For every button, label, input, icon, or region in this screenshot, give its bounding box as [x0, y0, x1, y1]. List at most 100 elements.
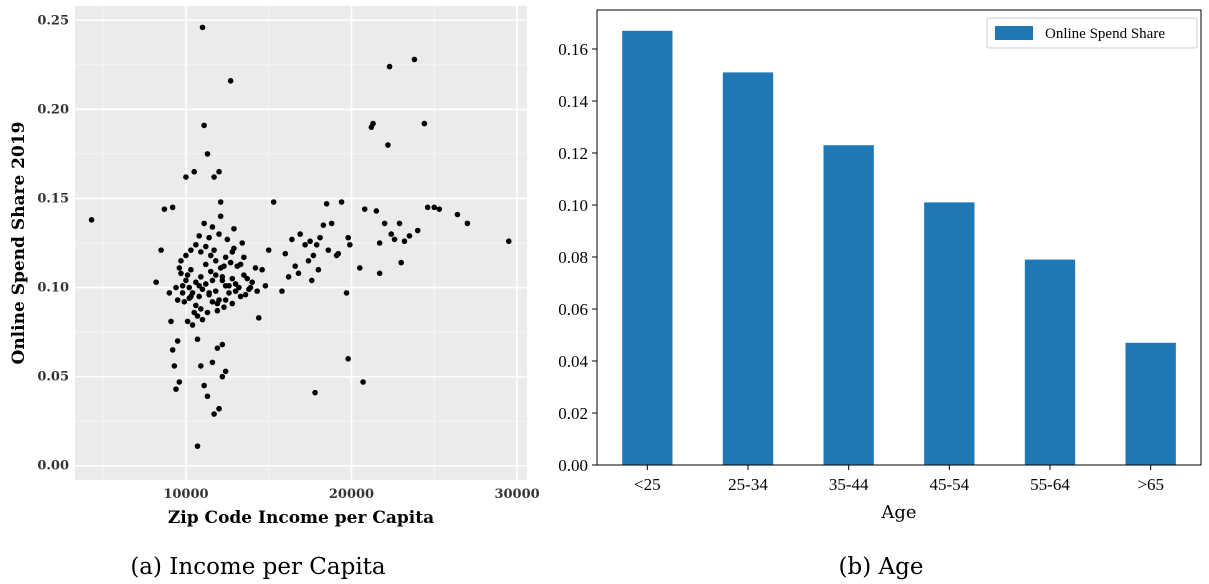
scatter-point — [317, 234, 323, 241]
scatter-point — [184, 318, 191, 325]
scatter-point — [216, 297, 222, 303]
scatter-point — [198, 363, 204, 369]
scatter-point — [227, 78, 234, 84]
scatter-x-tick-label: 20000 — [329, 487, 374, 502]
scatter-point — [153, 279, 159, 286]
scatter-point — [436, 206, 443, 212]
scatter-point — [212, 272, 219, 278]
scatter-point — [464, 220, 471, 227]
scatter-point — [388, 231, 395, 237]
scatter-point — [360, 379, 366, 385]
scatter-y-tick-label: 0.05 — [37, 370, 69, 385]
scatter-point — [173, 284, 179, 291]
scatter-y-axis-title: Online Spend Share 2019 — [9, 122, 29, 365]
scatter-point — [206, 234, 212, 241]
scatter-point — [188, 266, 194, 273]
scatter-point — [345, 234, 351, 241]
scatter-point — [307, 238, 313, 245]
scatter-point — [193, 241, 199, 248]
scatter-point — [302, 241, 308, 248]
scatter-point — [202, 261, 209, 268]
scatter-point — [199, 316, 206, 323]
scatter-point — [259, 266, 265, 273]
legend-label: Online Spend Share — [1045, 26, 1165, 42]
scatter-point — [323, 200, 330, 207]
scatter-points — [88, 24, 512, 449]
scatter-point — [217, 199, 224, 205]
scatter-point — [244, 275, 250, 282]
scatter-chart: 0.00 0.05 0.10 0.15 0.20 0.25 10000 20000 30000… — [9, 6, 540, 580]
scatter-point — [373, 208, 380, 214]
scatter-point — [194, 443, 201, 449]
scatter-point — [204, 309, 211, 316]
scatter-point — [325, 247, 332, 253]
scatter-point — [229, 275, 236, 282]
scatter-point — [217, 265, 224, 271]
scatter-point — [183, 277, 189, 284]
scatter-y-tick-labels: 0.00 0.05 0.10 0.15 0.20 0.25 — [37, 13, 69, 473]
scatter-point — [254, 288, 260, 294]
scatter-point — [166, 290, 173, 296]
scatter-point — [199, 286, 206, 293]
scatter-point — [229, 300, 236, 307]
scatter-point — [206, 291, 212, 298]
bar-x-tick-label: 35-44 — [829, 475, 869, 494]
scatter-point — [411, 56, 418, 63]
scatter-point — [204, 151, 211, 157]
scatter-point — [335, 250, 342, 257]
scatter-point — [361, 206, 368, 212]
scatter-point — [431, 204, 438, 211]
scatter-point — [201, 220, 207, 227]
scatter-point — [194, 336, 201, 343]
scatter-point — [88, 217, 95, 223]
scatter-point — [202, 281, 209, 287]
scatter-point — [188, 293, 194, 300]
scatter-point — [178, 258, 184, 264]
scatter-point — [270, 199, 277, 205]
scatter-point — [214, 307, 221, 314]
bar-plot-frame — [596, 9, 1202, 466]
scatter-point — [158, 247, 164, 253]
scatter-point — [385, 142, 391, 148]
scatter-point — [386, 63, 393, 70]
scatter-point — [313, 241, 320, 248]
scatter-point — [308, 277, 315, 284]
scatter-point — [249, 279, 255, 286]
scatter-y-tick-label: 0.10 — [37, 281, 69, 296]
scatter-point — [217, 213, 224, 220]
scatter-point — [211, 174, 217, 180]
scatter-point — [454, 211, 461, 218]
scatter-point — [211, 247, 217, 253]
scatter-point — [376, 270, 383, 277]
bar-x-tick-label: 55-64 — [1030, 475, 1070, 494]
bar-series-online-spend-share — [622, 30, 1176, 466]
scatter-point — [176, 265, 183, 271]
scatter-point — [194, 313, 201, 319]
bar-y-tick-label: 0.12 — [558, 144, 588, 163]
scatter-point — [207, 252, 214, 259]
scatter-point — [279, 288, 285, 294]
scatter-point — [226, 290, 232, 296]
bar-y-tick-label: 0.06 — [558, 300, 588, 319]
scatter-point — [169, 347, 176, 353]
scatter-point — [282, 250, 289, 257]
scatter-y-tick-label: 0.20 — [37, 102, 69, 117]
scatter-point — [186, 284, 193, 291]
bar-0 — [622, 30, 673, 466]
scatter-point — [181, 299, 188, 305]
bar-y-tick-label: 0.10 — [558, 196, 588, 215]
scatter-point — [199, 24, 206, 31]
scatter-point — [343, 290, 350, 296]
scatter-point — [421, 120, 428, 127]
legend-box — [986, 17, 1198, 49]
scatter-point — [347, 241, 353, 248]
scatter-point — [196, 293, 202, 300]
scatter-point — [198, 306, 204, 312]
scatter-point — [176, 379, 183, 385]
scatter-point — [224, 236, 231, 243]
scatter-y-tick-label: 0.00 — [37, 459, 69, 474]
scatter-point — [191, 168, 198, 175]
scatter-point — [237, 261, 244, 268]
bar-4 — [1024, 259, 1076, 465]
